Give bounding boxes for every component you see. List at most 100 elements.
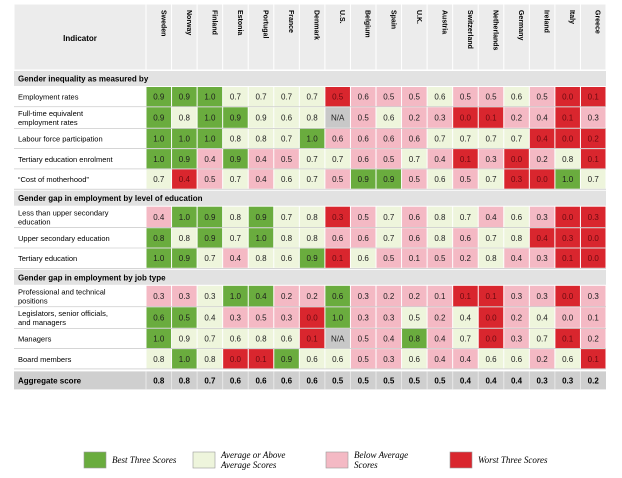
score-cell <box>453 149 478 169</box>
score-value: 0.3 <box>588 114 600 123</box>
score-value: 0.9 <box>255 114 267 123</box>
score-value: 0.4 <box>434 334 446 343</box>
score-value: 0.3 <box>383 314 395 323</box>
country-label: Denmark <box>313 10 320 40</box>
score-value: 0.7 <box>204 334 216 343</box>
score-cell <box>529 87 555 107</box>
score-cell <box>555 349 580 369</box>
row-label: Legislators, senior officials, <box>18 309 108 318</box>
score-value: 0.5 <box>460 93 472 102</box>
score-cell <box>223 169 248 189</box>
score-value: 0.0 <box>588 254 600 263</box>
score-cell <box>402 307 427 328</box>
score-value: 0.6 <box>281 334 293 343</box>
score-cell <box>453 107 478 128</box>
score-value: 0.3 <box>434 114 446 123</box>
score-cell <box>555 228 580 248</box>
score-cell <box>580 149 606 169</box>
score-value: 0.0 <box>460 114 472 123</box>
score-value: 0.1 <box>588 314 600 323</box>
score-value: 0.6 <box>383 114 395 123</box>
score-value: N/A <box>331 114 345 123</box>
section-title: Gender inequality as measured by <box>18 75 149 84</box>
score-cell <box>146 149 172 169</box>
score-value: 0.8 <box>434 234 446 243</box>
aggregate-value: 0.3 <box>562 376 574 385</box>
score-cell <box>504 128 529 149</box>
score-cell <box>223 307 248 328</box>
score-value: 0.5 <box>204 175 216 184</box>
score-cell <box>325 149 350 169</box>
score-value: 0.3 <box>588 292 600 301</box>
score-value: 0.3 <box>153 292 165 301</box>
score-value: 0.8 <box>511 234 523 243</box>
score-value: 0.0 <box>562 292 574 301</box>
legend-label: Best Three Scores <box>112 455 177 465</box>
score-cell <box>223 149 248 169</box>
score-value: 0.9 <box>179 155 191 164</box>
score-value: 0.4 <box>537 314 549 323</box>
score-cell <box>529 128 555 149</box>
score-value: 0.5 <box>434 254 446 263</box>
score-cell <box>146 328 172 349</box>
score-value: 0.3 <box>485 155 497 164</box>
score-cell <box>529 285 555 307</box>
score-value: 0.2 <box>537 355 549 364</box>
aggregate-value: 0.6 <box>230 376 242 385</box>
score-value: 0.3 <box>179 292 191 301</box>
score-cell <box>325 169 350 189</box>
score-cell <box>529 149 555 169</box>
score-cell <box>350 107 376 128</box>
aggregate-value: 0.5 <box>358 376 370 385</box>
score-value: 0.9 <box>383 175 395 184</box>
score-value: 0.8 <box>179 234 191 243</box>
aggregate-row: Aggregate score 0.8 0.8 0.7 0.6 0.6 0.6 0.6 0.5 0… <box>14 371 606 390</box>
score-value: 1.0 <box>204 114 216 123</box>
score-value: 0.8 <box>485 254 497 263</box>
aggregate-background <box>14 371 606 390</box>
score-value: 0.7 <box>307 155 319 164</box>
score-value: 0.0 <box>307 314 319 323</box>
score-cell <box>223 228 248 248</box>
score-value: 0.7 <box>281 213 293 222</box>
score-value: 0.4 <box>204 155 216 164</box>
score-value: 0.7 <box>230 93 242 102</box>
score-cell <box>248 149 274 169</box>
country-label: France <box>287 10 294 33</box>
score-cell <box>325 328 350 349</box>
score-cell <box>197 128 223 149</box>
score-cell <box>453 128 478 149</box>
score-value: 0.8 <box>307 213 319 222</box>
score-value: 0.7 <box>511 134 523 143</box>
score-value: 0.6 <box>485 355 497 364</box>
score-value: 0.8 <box>179 114 191 123</box>
score-value: 0.8 <box>307 234 319 243</box>
score-cell <box>402 248 427 268</box>
score-value: 0.3 <box>537 292 549 301</box>
score-cell <box>504 228 529 248</box>
row-label-cell <box>14 307 146 328</box>
score-cell <box>555 149 580 169</box>
score-value: 0.4 <box>537 114 549 123</box>
score-value: 0.9 <box>358 175 370 184</box>
score-value: 0.1 <box>434 292 446 301</box>
score-cell <box>223 248 248 268</box>
score-value: 0.4 <box>204 314 216 323</box>
score-value: 0.5 <box>460 175 472 184</box>
score-cell <box>376 328 402 349</box>
score-value: 0.6 <box>409 234 421 243</box>
aggregate-value: 0.3 <box>537 376 549 385</box>
score-cell <box>172 87 197 107</box>
score-cell <box>504 349 529 369</box>
score-cell <box>555 206 580 228</box>
score-value: 0.1 <box>460 155 472 164</box>
score-cell <box>197 285 223 307</box>
score-cell <box>299 87 325 107</box>
score-value: 0.6 <box>358 234 370 243</box>
score-value: 0.9 <box>230 155 242 164</box>
score-cell <box>248 206 274 228</box>
legend-swatch <box>325 451 349 469</box>
score-cell <box>478 107 504 128</box>
score-cell <box>402 349 427 369</box>
score-cell <box>453 307 478 328</box>
